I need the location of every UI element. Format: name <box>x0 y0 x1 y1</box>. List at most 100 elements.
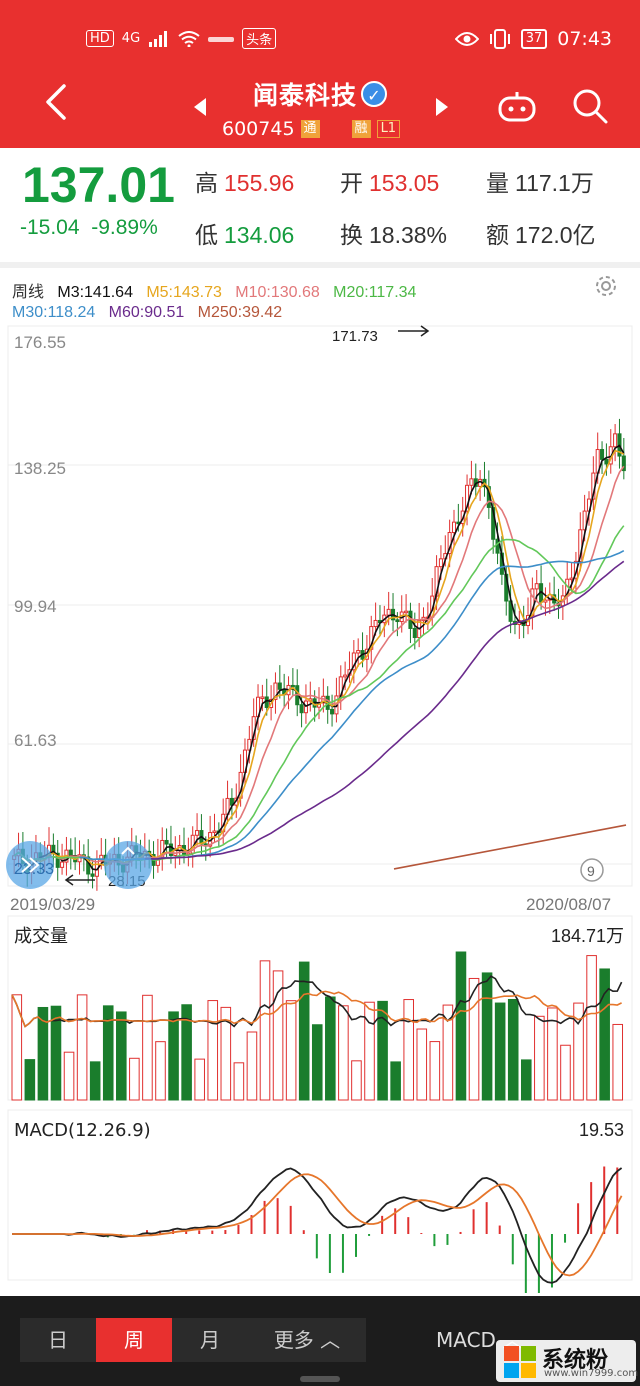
volume-bar <box>468 977 480 1101</box>
y-tick: 176.55 <box>14 333 66 352</box>
candle-body <box>412 627 417 639</box>
volume-bar <box>573 1002 584 1101</box>
candle-body <box>621 455 626 472</box>
status-left: HD 4G 头条 <box>86 28 277 49</box>
volume-bar <box>207 1000 219 1101</box>
ma60-line <box>144 560 625 860</box>
ma-legend-row1: 周线 M3:141.64 M5:143.73 M10:130.68 M20:11… <box>12 278 416 302</box>
watermark: 系统粉 www.win7999.com <box>496 1340 638 1382</box>
volume-bar <box>403 999 414 1101</box>
volume-bar <box>586 955 597 1101</box>
ma3-label: M3:141.64 <box>57 284 133 301</box>
network-label: 4G <box>121 31 141 46</box>
vibrate-icon <box>489 29 510 49</box>
ma30-label: M30:118.24 <box>12 304 96 321</box>
signal-icon <box>149 30 168 47</box>
max-arrow-icon <box>398 325 430 337</box>
ma250-line <box>393 824 627 870</box>
tag-rong: 融 <box>351 120 371 138</box>
volume-bar <box>507 998 519 1101</box>
wifi-icon <box>178 30 200 47</box>
candle-body <box>195 830 200 836</box>
volume-bar <box>481 972 493 1101</box>
period-label: 周线 <box>12 284 45 301</box>
battery-level: 37 <box>520 29 548 49</box>
volume-bar <box>102 1005 114 1101</box>
candle-body <box>543 599 548 603</box>
ma20-label: M20:117.34 <box>333 284 417 301</box>
tab-more[interactable]: 更多 ︿ <box>273 1328 341 1352</box>
status-right: 37 07:43 <box>454 28 612 50</box>
x-end-date: 2020/08/07 <box>526 895 611 914</box>
volume-value: 117.1万 <box>515 170 594 196</box>
last-price: 137.01 <box>22 157 175 213</box>
macd-line <box>12 1173 623 1277</box>
volume-bar <box>416 1028 428 1101</box>
volume-bar <box>311 1024 323 1101</box>
change-percent: -9.89% <box>91 216 158 239</box>
tab-week[interactable]: 周 <box>96 1318 172 1362</box>
turnover-value: 18.38% <box>369 222 448 248</box>
volume-bar <box>63 1051 75 1101</box>
candle-body <box>55 852 60 868</box>
volume-bar <box>377 1000 388 1101</box>
open-field: 开 153.05 <box>340 164 439 198</box>
volume-bar <box>442 1004 454 1101</box>
candle-body <box>90 873 95 877</box>
turnover-field: 换 18.38% <box>340 216 447 250</box>
chart-settings-gear-icon[interactable] <box>594 274 618 298</box>
volume-label: 量 <box>486 170 509 196</box>
volume-bar <box>194 1058 205 1101</box>
volume-bar <box>520 1059 532 1101</box>
search-icon[interactable] <box>572 88 608 124</box>
open-value: 153.05 <box>369 170 440 196</box>
candle-body <box>438 558 443 568</box>
crosshair-handle[interactable] <box>104 841 152 889</box>
volume-bar <box>168 1011 179 1101</box>
watermark-text: 系统粉 <box>542 1348 609 1373</box>
next-stock-icon[interactable] <box>436 98 448 116</box>
x-start-date: 2019/03/29 <box>10 895 95 914</box>
toutiao-badge: 头条 <box>242 28 277 49</box>
ma3-line <box>13 444 625 871</box>
quote-panel: 137.01 -15.04 -9.89% 高 155.96 开 153.05 量 11… <box>0 150 640 260</box>
robot-icon[interactable] <box>497 90 537 122</box>
turnover-label: 换 <box>340 222 363 248</box>
candle-body <box>277 682 282 690</box>
volume-bar <box>612 1023 624 1101</box>
ma5-label: M5:143.73 <box>146 284 222 301</box>
chart-area[interactable]: 周线 M3:141.64 M5:143.73 M10:130.68 M20:11… <box>0 268 640 1293</box>
volume-bar <box>37 1006 49 1101</box>
volume-bar <box>233 1062 245 1101</box>
prev-stock-icon[interactable] <box>194 98 206 116</box>
candle-body <box>168 843 173 856</box>
period-tabs: 日 周 月 更多 ︿ <box>20 1318 366 1362</box>
nine-badge-text: 9 <box>587 863 595 879</box>
amount-field: 额 172.0亿 <box>486 216 596 250</box>
candle-body <box>273 682 278 700</box>
volume-bar <box>181 1004 192 1101</box>
low-value: 134.06 <box>224 222 295 248</box>
volume-bar <box>455 951 467 1101</box>
stock-code: 600745 <box>222 118 295 140</box>
volume-bar <box>259 960 271 1101</box>
y-tick: 61.63 <box>14 731 57 750</box>
verified-icon: ✓ <box>361 81 387 107</box>
ma250-label: M250:39.42 <box>197 304 283 321</box>
back-arrow-icon[interactable] <box>38 82 78 122</box>
tab-day[interactable]: 日 <box>48 1328 68 1352</box>
tab-month[interactable]: 月 <box>200 1328 220 1352</box>
kline-chart[interactable]: 176.55 138.25 99.94 61.63 171.73 28.15 2… <box>0 268 640 1293</box>
candle-body <box>356 650 361 654</box>
nine-turn-badge[interactable] <box>580 858 604 882</box>
candle-body <box>465 484 470 512</box>
macd-title: MACD(12.26.9) <box>14 1120 151 1141</box>
candle-body <box>60 861 65 868</box>
stock-name: 闻泰科技 <box>252 81 357 110</box>
volume-bar <box>155 1041 166 1101</box>
low-label: 低 <box>195 222 218 248</box>
candle-body <box>395 619 400 623</box>
code-row: 600745 通 融 L1 <box>222 118 401 140</box>
candle-body <box>534 583 539 590</box>
volume-bar <box>560 1044 571 1101</box>
